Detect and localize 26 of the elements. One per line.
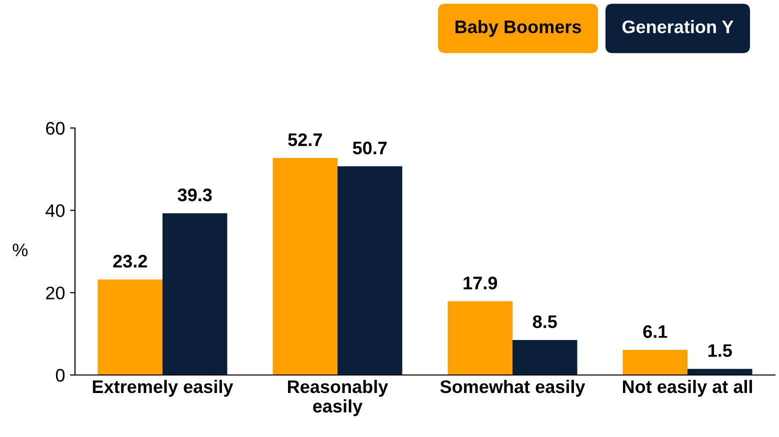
bar bbox=[162, 213, 228, 375]
bar bbox=[512, 340, 578, 375]
x-tick-label: Extremely easily bbox=[92, 380, 234, 397]
y-tick-label: 0 bbox=[56, 368, 65, 382]
bar bbox=[448, 301, 512, 375]
x-tick-label: Not easily at all bbox=[622, 380, 752, 397]
data-label: 52.7 bbox=[288, 133, 322, 146]
bar bbox=[272, 158, 338, 375]
data-label: 39.3 bbox=[178, 188, 212, 202]
x-tick-label: Reasonably easily bbox=[288, 380, 388, 416]
data-label: 50.7 bbox=[352, 142, 387, 154]
data-label: 1.5 bbox=[708, 344, 732, 357]
bar bbox=[98, 279, 162, 375]
text: Generation Y bbox=[622, 20, 734, 34]
data-label: 17.9 bbox=[464, 276, 498, 290]
text: Baby Boomers bbox=[456, 20, 582, 37]
bar bbox=[622, 350, 688, 375]
y-tick-label: 40 bbox=[46, 204, 65, 218]
data-label: 6.1 bbox=[643, 325, 668, 338]
bar bbox=[338, 166, 402, 375]
y-tick-label: 20 bbox=[46, 286, 65, 300]
x-tick-label: Somewhat easily bbox=[440, 380, 586, 397]
data-label: 8.5 bbox=[532, 315, 557, 328]
y-axis-title: % bbox=[12, 244, 28, 256]
data-label: 23.2 bbox=[113, 254, 147, 268]
y-tick-label: 60 bbox=[46, 122, 65, 135]
